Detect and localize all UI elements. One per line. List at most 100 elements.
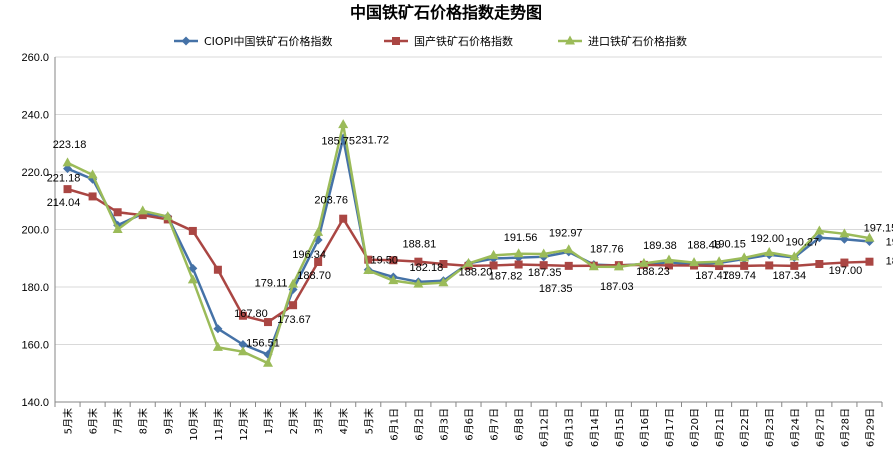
data-point	[238, 340, 248, 349]
data-point	[715, 262, 724, 271]
data-point	[864, 232, 875, 242]
data-point	[364, 255, 373, 264]
x-tick-label: 6月22日	[739, 408, 751, 447]
data-point	[414, 257, 423, 266]
data-label: 173.67	[277, 314, 311, 326]
gridlines	[55, 56, 882, 345]
data-point	[538, 248, 549, 258]
data-point	[162, 211, 173, 221]
data-point	[213, 265, 222, 274]
x-tick-label: 6月1日	[388, 408, 400, 441]
x-tick-label: 6月27日	[814, 408, 826, 447]
data-label: 188.80	[886, 256, 893, 268]
data-point	[489, 261, 498, 270]
data-point	[388, 275, 399, 285]
data-label: 221.18	[47, 173, 81, 185]
data-point	[187, 274, 198, 284]
data-label: 156.51	[246, 338, 280, 350]
x-tick-label: 6月28日	[839, 408, 851, 447]
data-label: 179.11	[255, 278, 288, 290]
data-point	[439, 260, 448, 268]
series-group	[62, 119, 875, 367]
legend-item: 国产铁矿石价格指数	[384, 34, 513, 48]
data-point	[815, 260, 824, 268]
data-point	[638, 257, 649, 267]
data-point	[739, 252, 750, 262]
data-label: 19.50	[370, 255, 398, 267]
x-tick-label: 6月16日	[639, 408, 651, 447]
data-point	[338, 119, 349, 129]
x-tick-label: 6月13日	[564, 408, 576, 447]
data-point	[113, 208, 122, 217]
legend-label: 国产铁矿石价格指数	[414, 34, 513, 48]
data-label: 223.18	[53, 139, 87, 151]
legend-marker	[181, 36, 191, 46]
data-point	[488, 249, 499, 259]
x-tick-label: 7月末	[112, 408, 125, 434]
y-tick-label: 180.0	[21, 282, 49, 294]
data-point	[264, 318, 273, 327]
data-point	[62, 157, 73, 167]
x-tick-label: 6月末	[87, 408, 100, 434]
data-label: 188.48	[687, 240, 721, 252]
data-point	[88, 192, 97, 201]
data-label: 197.15	[864, 222, 893, 234]
x-tick-label: 6月15日	[614, 408, 626, 447]
data-point	[213, 324, 223, 334]
x-tick-label: 2月末	[287, 408, 300, 434]
data-point	[790, 261, 799, 270]
x-tick-label: 6月29日	[864, 408, 876, 447]
data-point	[664, 261, 673, 270]
chart-title: 中国铁矿石价格指数走势图	[350, 3, 542, 22]
data-label: 188.81	[403, 239, 437, 251]
x-tick-label: 6月24日	[789, 408, 801, 447]
data-label: 187.76	[590, 244, 624, 256]
x-tick-label: 6月12日	[539, 408, 551, 447]
data-point	[814, 225, 825, 235]
legend-marker	[392, 37, 400, 45]
x-tick-label: 6月2日	[413, 408, 425, 441]
data-point	[514, 260, 523, 269]
x-tick-label: 9月末	[162, 408, 175, 434]
data-point	[839, 228, 850, 238]
data-point	[789, 251, 800, 261]
data-point	[87, 169, 98, 179]
y-tick-label: 160.0	[21, 340, 49, 352]
data-label: 197.00	[829, 265, 863, 277]
data-label: 189.74	[722, 270, 756, 282]
data-point	[764, 247, 775, 256]
data-point	[363, 264, 374, 274]
y-tick-label: 260.0	[21, 52, 49, 64]
y-tick-label: 240.0	[21, 110, 49, 122]
data-label: 188.20	[459, 266, 493, 278]
data-label: 187.82	[489, 271, 523, 283]
data-point	[339, 214, 348, 223]
x-tick-label: 5月末	[62, 408, 75, 434]
data-point	[613, 261, 624, 271]
data-point	[288, 278, 299, 288]
legend-item: CIOPI中国铁矿石价格指数	[174, 34, 332, 48]
data-point	[313, 226, 324, 236]
data-label: 190.15	[712, 239, 746, 251]
data-point	[865, 257, 874, 266]
data-point	[188, 263, 198, 273]
legend: CIOPI中国铁矿石价格指数 国产铁矿石价格指数 进口铁矿石价格指数	[174, 34, 687, 48]
data-label: 203.76	[314, 195, 348, 207]
data-label: 189.38	[643, 240, 677, 252]
data-label: 192.00	[750, 233, 784, 245]
x-tick-label: 6月3日	[438, 408, 450, 441]
data-point	[188, 226, 197, 235]
data-point	[238, 311, 247, 320]
data-label: 196.34	[292, 249, 326, 261]
data-label: 190.27	[785, 236, 819, 248]
x-tick-label: 6月17日	[664, 408, 676, 447]
data-label: 195.83	[886, 236, 893, 248]
data-label: 187.34	[772, 270, 806, 282]
data-point	[563, 244, 574, 254]
data-point	[840, 258, 849, 267]
data-label: 188.23	[636, 266, 670, 278]
data-label: 192.97	[549, 228, 583, 240]
y-tick-label: 140.0	[21, 397, 49, 409]
x-tick-label: 6月21日	[714, 408, 726, 447]
